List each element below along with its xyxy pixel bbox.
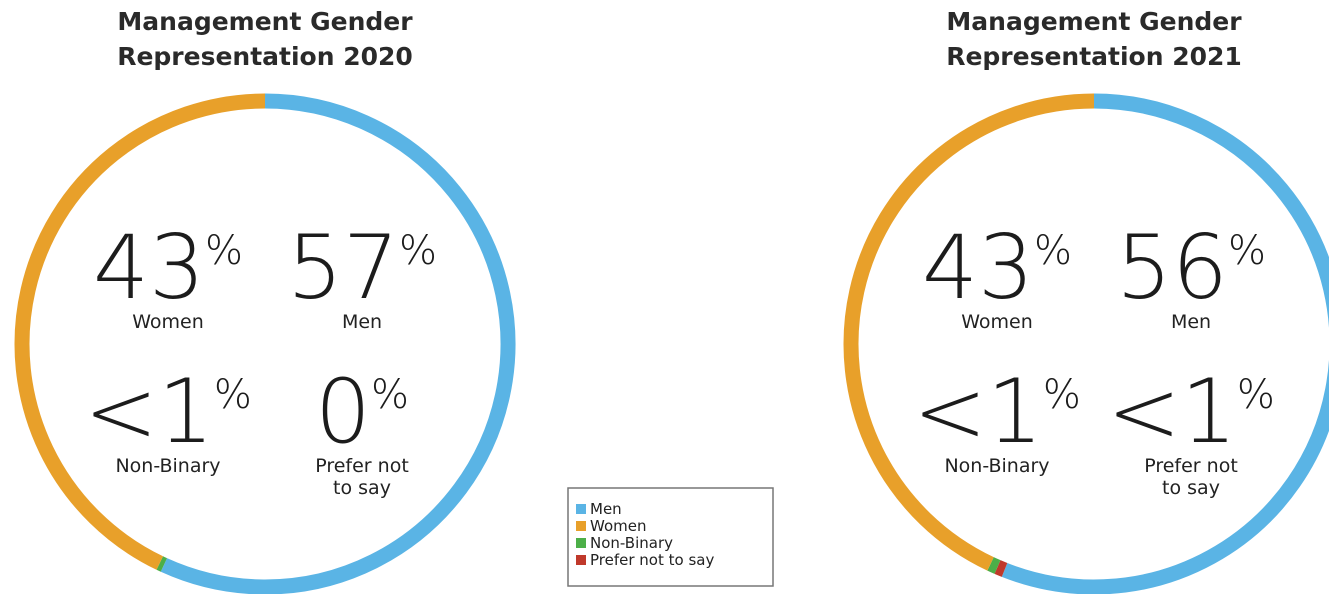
chart-title: Management Gender Representation 2020 [117,7,413,71]
value-label: <1% [1107,360,1275,463]
legend-swatch [576,555,586,565]
chart-title: Management Gender Representation 2021 [946,7,1242,71]
category-label: Men [342,311,382,333]
legend-swatch [576,504,586,514]
donut-segment [14,93,266,570]
value-label: <1% [84,360,252,463]
category-label: Women [961,311,1033,333]
value-label: 57% [287,216,437,319]
legend-label: Non-Binary [590,534,673,552]
donut-segment [156,556,168,572]
donut-segment [843,93,1095,571]
value-label: 56% [1116,216,1266,319]
donut-segment [160,93,516,594]
category-label: Men [1171,311,1211,333]
legend-box [567,487,774,587]
category-label: Prefer not to say [1144,455,1238,499]
value-label: <1% [913,360,1081,463]
category-label: Non-Binary [944,455,1049,477]
legend-label: Prefer not to say [590,551,714,569]
value-label: 43% [922,216,1072,319]
legend-label: Women [590,517,646,535]
legend-swatch [576,521,586,531]
donut-segment [1001,93,1329,594]
donut-segment [994,560,1008,577]
donut-segment [987,557,1001,574]
category-label: Women [132,311,204,333]
value-label: 0% [315,360,409,463]
value-label: 43% [93,216,243,319]
legend-label: Men [590,500,622,518]
category-label: Non-Binary [115,455,220,477]
category-label: Prefer not to say [315,455,409,499]
legend-swatch [576,538,586,548]
